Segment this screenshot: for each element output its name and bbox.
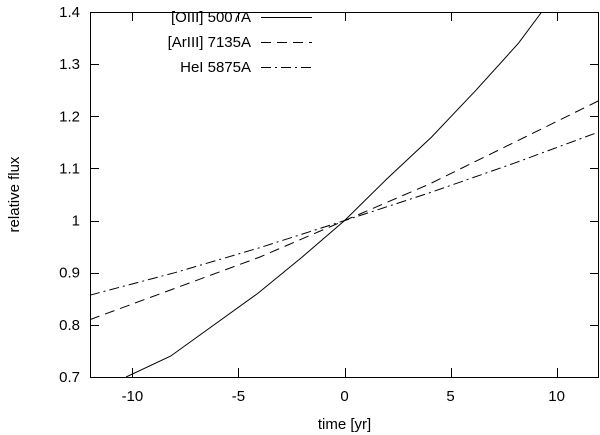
legend: [OIII] 5007A [ArIII] 7135A HeI 5875A — [168, 9, 312, 76]
y-tick-label: 0.9 — [59, 265, 80, 282]
y-tick-label: 1.3 — [59, 56, 80, 73]
legend-label: [OIII] 5007A — [171, 9, 251, 26]
series-line-solid — [125, 12, 543, 377]
series-line-dashed — [90, 100, 599, 321]
y-tick-label: 0.7 — [59, 369, 80, 386]
x-tick-label: 10 — [548, 388, 565, 405]
y-tick-label: 1.4 — [59, 4, 80, 21]
y-tick-label: 1.1 — [59, 160, 80, 177]
y-axis-label: relative flux — [6, 156, 23, 232]
legend-label: [ArIII] 7135A — [168, 34, 251, 51]
tick-layer: -10 -5 0 5 10 0.7 0.8 0.9 1 1.1 1.2 1.3 1.4 — [59, 4, 599, 405]
series-line-dashdot — [90, 131, 599, 296]
y-tick-label: 0.8 — [59, 317, 80, 334]
x-tick-label: -10 — [122, 388, 144, 405]
series-group — [90, 12, 599, 377]
x-axis-label: time [yr] — [318, 416, 371, 433]
legend-label: HeI 5875A — [180, 59, 251, 76]
x-tick-label: 0 — [340, 388, 348, 405]
y-tick-label: 1 — [72, 213, 80, 230]
series-layer — [90, 12, 599, 377]
plot-frame — [90, 12, 599, 378]
y-tick-label: 1.2 — [59, 108, 80, 125]
x-tick-label: 5 — [446, 388, 454, 405]
x-tick-label: -5 — [232, 388, 245, 405]
